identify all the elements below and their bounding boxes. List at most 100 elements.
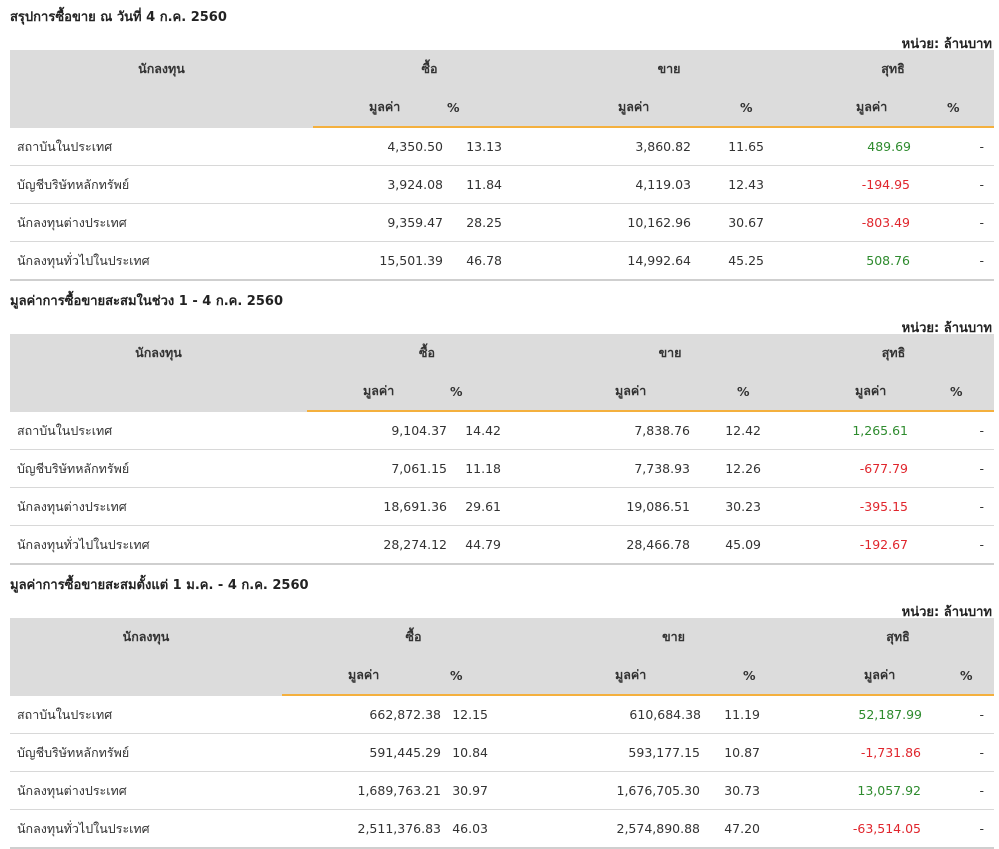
sell-pct: 30.67: [692, 203, 793, 242]
table-row: นักลงทุนทั่วไปในประเทศ 2,511,376.83 46.0…: [10, 809, 995, 849]
sell-value: 4,119.03: [546, 165, 692, 204]
buy-pct: 30.97: [442, 771, 545, 810]
header-net-pct: %: [922, 656, 995, 696]
buy-value: 3,924.08: [313, 165, 447, 204]
buy-value: 28,274.12: [307, 525, 448, 565]
header-net-value: มูลค่า: [792, 88, 912, 128]
buy-pct: 46.03: [442, 809, 545, 849]
header-sell-pct: %: [692, 88, 793, 128]
trading-table: นักลงทุน ซื้อ ขาย สุทธิ มูลค่า % มูลค่า …: [10, 50, 995, 281]
investor-name: บัญชีบริษัทหลักทรัพย์: [10, 165, 313, 204]
header-net: สุทธิ: [802, 618, 995, 656]
sell-pct: 45.25: [692, 241, 793, 281]
header-buy: ซื้อ: [282, 618, 545, 656]
buy-pct: 14.42: [448, 411, 547, 450]
header-sell: ขาย: [545, 618, 803, 656]
net-value: 1,265.61: [793, 411, 913, 450]
buy-pct: 29.61: [448, 487, 547, 526]
buy-pct: 10.84: [442, 733, 545, 772]
table-row: บัญชีบริษัทหลักทรัพย์ 3,924.08 11.84 4,1…: [10, 165, 995, 204]
section-title: มูลค่าการซื้อขายสะสมในช่วง 1 - 4 ก.ค. 25…: [10, 294, 283, 309]
header-investor: นักลงทุน: [10, 334, 307, 372]
table-row: บัญชีบริษัทหลักทรัพย์ 7,061.15 11.18 7,7…: [10, 449, 995, 488]
investor-name: นักลงทุนทั่วไปในประเทศ: [10, 525, 307, 565]
net-value: 13,057.92: [802, 771, 923, 810]
sell-value: 2,574,890.88: [545, 809, 701, 849]
buy-value: 7,061.15: [307, 449, 448, 488]
investor-name: บัญชีบริษัทหลักทรัพย์: [10, 449, 307, 488]
sell-pct: 11.65: [692, 127, 793, 166]
header-sell-value: มูลค่า: [547, 372, 693, 412]
sell-pct: 12.43: [692, 165, 793, 204]
header-sell-value: มูลค่า: [546, 88, 692, 128]
table-row: นักลงทุนทั่วไปในประเทศ 28,274.12 44.79 2…: [10, 525, 995, 565]
header-buy-pct: %: [447, 88, 546, 128]
net-pct: -: [912, 487, 995, 526]
net-value: -803.49: [792, 203, 912, 242]
buy-value: 9,104.37: [307, 411, 448, 450]
table-row: นักลงทุนต่างประเทศ 9,359.47 28.25 10,162…: [10, 203, 995, 242]
unit-label: หน่วย: ล้านบาท: [901, 605, 992, 620]
header-sell: ขาย: [547, 334, 794, 372]
sell-value: 593,177.15: [545, 733, 701, 772]
net-value: -63,514.05: [802, 809, 923, 849]
table-row: สถาบันในประเทศ 662,872.38 12.15 610,684.…: [10, 695, 995, 734]
header-buy-value: มูลค่า: [282, 656, 442, 696]
buy-pct: 11.84: [447, 165, 546, 204]
table-row: สถาบันในประเทศ 9,104.37 14.42 7,838.76 1…: [10, 411, 995, 450]
buy-value: 4,350.50: [313, 127, 447, 166]
sell-pct: 10.87: [701, 733, 803, 772]
net-pct: -: [911, 203, 995, 242]
net-pct: -: [922, 733, 995, 772]
table-row: นักลงทุนต่างประเทศ 18,691.36 29.61 19,08…: [10, 487, 995, 526]
net-value: -194.95: [792, 165, 912, 204]
net-pct: -: [911, 127, 995, 166]
net-pct: -: [922, 809, 995, 849]
buy-pct: 13.13: [447, 127, 546, 166]
header-buy-pct: %: [442, 656, 545, 696]
investor-name: นักลงทุนทั่วไปในประเทศ: [10, 241, 313, 281]
header-blank: [10, 88, 313, 128]
investor-name: สถาบันในประเทศ: [10, 695, 282, 734]
unit-label: หน่วย: ล้านบาท: [901, 37, 992, 52]
sell-value: 3,860.82: [546, 127, 692, 166]
table-row: บัญชีบริษัทหลักทรัพย์ 591,445.29 10.84 5…: [10, 733, 995, 772]
net-pct: -: [922, 771, 995, 810]
net-value: 52,187.99: [802, 695, 923, 734]
sell-pct: 47.20: [701, 809, 803, 849]
sell-pct: 45.09: [693, 525, 794, 565]
header-blank: [10, 372, 307, 412]
buy-value: 18,691.36: [307, 487, 448, 526]
sell-pct: 12.42: [693, 411, 794, 450]
buy-value: 2,511,376.83: [282, 809, 442, 849]
section-title: มูลค่าการซื้อขายสะสมตั้งแต่ 1 ม.ค. - 4 ก…: [10, 578, 309, 593]
table-row: นักลงทุนต่างประเทศ 1,689,763.21 30.97 1,…: [10, 771, 995, 810]
buy-pct: 44.79: [448, 525, 547, 565]
header-sell-value: มูลค่า: [545, 656, 701, 696]
buy-value: 15,501.39: [313, 241, 447, 281]
sell-pct: 11.19: [701, 695, 803, 734]
sell-value: 28,466.78: [547, 525, 693, 565]
sell-value: 7,738.93: [547, 449, 693, 488]
header-sell-pct: %: [701, 656, 803, 696]
unit-label: หน่วย: ล้านบาท: [901, 321, 992, 336]
net-value: -395.15: [793, 487, 913, 526]
buy-value: 591,445.29: [282, 733, 442, 772]
header-net-pct: %: [911, 88, 995, 128]
header-investor: นักลงทุน: [10, 50, 313, 88]
header-buy: ซื้อ: [307, 334, 547, 372]
sell-value: 7,838.76: [547, 411, 693, 450]
net-value: -192.67: [793, 525, 913, 565]
investor-name: บัญชีบริษัทหลักทรัพย์: [10, 733, 282, 772]
header-net-value: มูลค่า: [793, 372, 913, 412]
net-value: 489.69: [792, 127, 912, 166]
investor-name: นักลงทุนต่างประเทศ: [10, 203, 313, 242]
header-buy: ซื้อ: [313, 50, 546, 88]
investor-name: สถาบันในประเทศ: [10, 127, 313, 166]
header-net-value: มูลค่า: [802, 656, 923, 696]
sell-value: 14,992.64: [546, 241, 692, 281]
trading-table: นักลงทุน ซื้อ ขาย สุทธิ มูลค่า % มูลค่า …: [10, 334, 995, 565]
header-net: สุทธิ: [793, 334, 995, 372]
investor-name: สถาบันในประเทศ: [10, 411, 307, 450]
